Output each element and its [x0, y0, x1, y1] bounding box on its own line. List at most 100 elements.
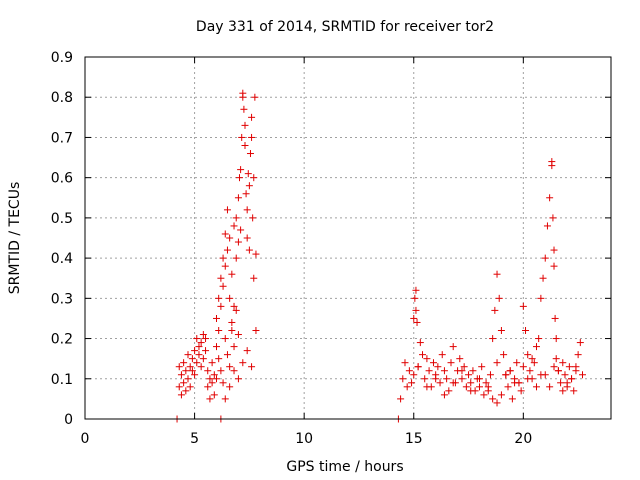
data-point	[204, 367, 212, 375]
data-point	[554, 367, 562, 375]
data-point	[412, 306, 420, 314]
data-point	[244, 170, 252, 178]
data-point	[482, 379, 490, 387]
data-point	[489, 395, 497, 403]
data-point	[522, 327, 530, 335]
data-point	[240, 105, 248, 113]
data-point	[526, 367, 534, 375]
data-point	[436, 379, 444, 387]
data-point	[193, 359, 201, 367]
data-point	[226, 234, 234, 242]
data-point	[210, 371, 218, 379]
data-point	[480, 391, 488, 399]
data-point	[246, 150, 254, 158]
data-point	[449, 343, 457, 351]
data-point	[546, 194, 554, 202]
y-axis-label: SRMTID / TECUs	[7, 182, 23, 295]
data-point	[250, 174, 258, 182]
data-point	[399, 375, 407, 383]
data-point	[180, 379, 188, 387]
data-point	[215, 355, 223, 363]
data-point	[219, 254, 227, 262]
data-point	[579, 371, 587, 379]
data-point	[219, 282, 227, 290]
data-point	[561, 371, 569, 379]
chart-title: Day 331 of 2014, SRMTID for receiver tor…	[196, 19, 494, 35]
y-tick-label: 0.7	[51, 130, 73, 146]
data-point	[197, 363, 205, 371]
data-point	[215, 327, 223, 335]
data-point	[177, 391, 185, 399]
data-point	[486, 371, 494, 379]
data-point	[186, 383, 194, 391]
data-point	[232, 254, 240, 262]
data-point	[217, 302, 225, 310]
data-point	[184, 375, 192, 383]
data-point	[202, 347, 210, 355]
data-point	[239, 93, 247, 101]
data-point	[447, 359, 455, 367]
data-point	[413, 318, 421, 326]
data-point	[537, 294, 545, 302]
data-point	[524, 351, 532, 359]
data-point	[456, 355, 464, 363]
data-point	[230, 367, 238, 375]
data-point	[469, 367, 477, 375]
data-point	[241, 121, 249, 129]
data-point	[234, 375, 242, 383]
data-point	[191, 371, 199, 379]
data-point	[532, 343, 540, 351]
data-point	[223, 246, 231, 254]
y-tick-label: 0.1	[51, 372, 73, 388]
data-point	[243, 206, 251, 214]
data-point	[552, 335, 560, 343]
data-point	[504, 383, 512, 391]
data-point	[530, 359, 538, 367]
data-point	[546, 383, 554, 391]
data-point	[236, 174, 244, 182]
data-point	[443, 375, 451, 383]
data-point	[239, 359, 247, 367]
data-point	[467, 387, 475, 395]
data-point	[458, 367, 466, 375]
data-point	[574, 351, 582, 359]
data-point	[552, 355, 560, 363]
y-tick-label: 0	[64, 412, 73, 428]
data-point	[403, 383, 411, 391]
data-point	[184, 351, 192, 359]
data-point	[438, 351, 446, 359]
data-point	[237, 166, 245, 174]
data-point	[493, 399, 501, 407]
data-point	[243, 234, 251, 242]
data-point	[445, 387, 453, 395]
data-point	[478, 363, 486, 371]
y-tick-label: 0.3	[51, 291, 73, 307]
data-point	[226, 294, 234, 302]
data-point	[434, 363, 442, 371]
data-point	[188, 367, 196, 375]
data-point	[213, 375, 220, 383]
data-point	[252, 327, 260, 335]
data-point	[550, 363, 558, 371]
data-point	[423, 355, 431, 363]
data-point	[221, 230, 229, 238]
data-point	[208, 359, 216, 367]
data-point	[500, 351, 508, 359]
data-point	[234, 194, 242, 202]
data-point	[563, 379, 571, 387]
data-point	[248, 113, 256, 121]
data-point	[186, 363, 194, 371]
data-point	[519, 363, 527, 371]
data-point	[199, 355, 207, 363]
data-point	[541, 254, 549, 262]
data-point	[515, 379, 523, 387]
data-point	[197, 339, 205, 347]
data-point	[177, 371, 185, 379]
data-point	[440, 367, 448, 375]
data-point	[410, 314, 418, 322]
data-point	[519, 302, 527, 310]
data-point	[508, 395, 516, 403]
tick-labels-layer: 0 0.1 0.2 0.3 0.4 0.5 0.6 0.7 0.8 0.9 0 5 10 15 20	[51, 50, 533, 447]
data-point	[517, 387, 525, 395]
